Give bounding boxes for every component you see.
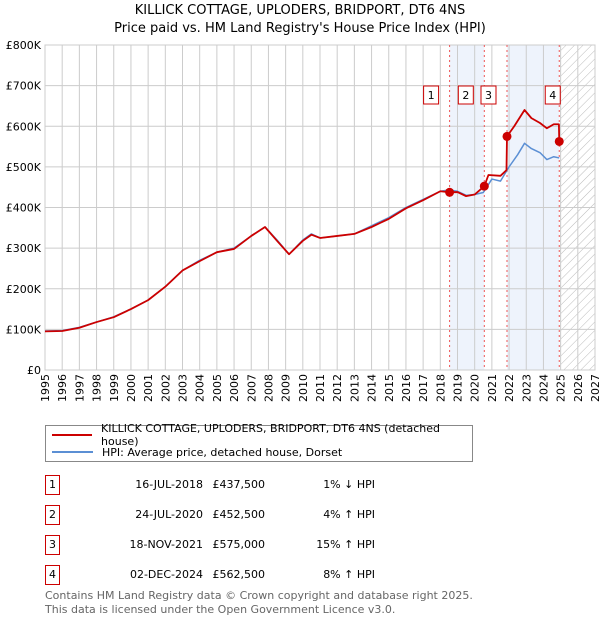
transaction-marker: 3 — [45, 535, 60, 555]
x-tick-label: 2005 — [211, 374, 224, 402]
x-tick-label: 2010 — [297, 374, 310, 402]
transaction-date: 02-DEC-2024 — [129, 568, 203, 581]
sale-marker-box — [457, 85, 474, 105]
transaction-date: 18-NOV-2021 — [129, 538, 203, 551]
transaction-marker: 2 — [45, 505, 60, 525]
legend: KILLICK COTTAGE, UPLODERS, BRIDPORT, DT6… — [45, 422, 473, 462]
transaction-row: 4 02-DEC-2024 £562,500 8% ↑ HPI — [45, 565, 475, 585]
y-tick-label: £500K — [6, 161, 42, 174]
x-tick-label: 2019 — [452, 374, 465, 402]
sale-marker-box — [423, 85, 440, 105]
y-tick-label: £400K — [6, 202, 42, 215]
plot-area: 1995 1996 1997 1998 1999 2000 2001 2002 2003 2004… — [6, 39, 600, 402]
footer: Contains HM Land Registry data © Crown c… — [45, 589, 473, 617]
transaction-hpi-diff: 1% ↓ HPI — [323, 478, 375, 491]
x-tick-label: 2006 — [228, 374, 241, 402]
transaction-row: 2 24-JUL-2020 £452,500 4% ↑ HPI — [45, 505, 475, 525]
x-tick-label: 2000 — [125, 374, 138, 402]
x-tick-label: 1998 — [91, 374, 104, 402]
x-tick-label: 2014 — [366, 374, 379, 402]
x-tick-label: 2002 — [159, 374, 172, 402]
x-tick-label: 2003 — [177, 374, 190, 402]
x-tick-label: 2024 — [537, 374, 550, 402]
transaction-row: 3 18-NOV-2021 £575,000 15% ↑ HPI — [45, 535, 475, 555]
transaction-price: £437,500 — [212, 478, 266, 491]
transaction-hpi-diff: 4% ↑ HPI — [323, 508, 375, 521]
sale-marker-box — [480, 85, 497, 105]
footer-line-1: Contains HM Land Registry data © Crown c… — [45, 589, 473, 602]
legend-property-swatch — [52, 434, 93, 436]
y-tick-label: £100K — [6, 323, 42, 336]
x-tick-label: 2027 — [589, 374, 600, 402]
x-tick-label: 2008 — [262, 374, 275, 402]
sale-point — [554, 136, 564, 146]
y-tick-label: £200K — [6, 283, 42, 296]
sale-marker-label: 2 — [462, 89, 469, 102]
x-tick-label: 2004 — [194, 374, 207, 402]
transaction-price: £452,500 — [212, 508, 266, 521]
transaction-marker: 4 — [45, 565, 60, 585]
sale-point — [502, 131, 512, 141]
x-tick-label: 2007 — [245, 374, 258, 402]
y-tick-label: £600K — [6, 120, 42, 133]
y-tick-label: £800K — [6, 39, 42, 52]
transaction-date: 16-JUL-2018 — [135, 478, 203, 491]
plot-frame — [44, 44, 596, 371]
y-tick-label: £0 — [27, 364, 41, 377]
sale-marker-box — [544, 85, 561, 105]
footer-line-2: This data is licensed under the Open Gov… — [45, 603, 396, 616]
legend-property-label: KILLICK COTTAGE, UPLODERS, BRIDPORT, DT6… — [101, 422, 441, 448]
x-tick-label: 2016 — [400, 374, 413, 402]
sale-point — [479, 181, 489, 191]
x-tick-label: 1996 — [56, 374, 69, 402]
sale-marker-label: 1 — [428, 89, 435, 102]
x-tick-label: 2025 — [555, 374, 568, 402]
x-tick-label: 2023 — [520, 374, 533, 402]
sale-marker-label: 3 — [485, 89, 492, 102]
transaction-row: 1 16-JUL-2018 £437,500 1% ↓ HPI — [45, 475, 475, 495]
x-tick-label: 2012 — [331, 374, 344, 402]
x-tick-label: 2018 — [434, 374, 447, 402]
x-tick-label: 2026 — [572, 374, 585, 402]
transaction-hpi-diff: 15% ↑ HPI — [316, 538, 375, 551]
x-tick-label: 2009 — [280, 374, 293, 402]
x-tick-label: 2022 — [503, 374, 516, 402]
transaction-price: £562,500 — [212, 568, 266, 581]
y-tick-label: £700K — [6, 80, 42, 93]
property-price-line — [44, 109, 561, 333]
x-tick-label: 1997 — [73, 374, 86, 402]
sale-marker-label: 4 — [549, 89, 556, 102]
x-tick-label: 2021 — [486, 374, 499, 402]
sale-point — [445, 187, 455, 197]
transaction-marker: 1 — [45, 475, 60, 495]
transaction-hpi-diff: 8% ↑ HPI — [323, 568, 375, 581]
x-tick-label: 2001 — [142, 374, 155, 402]
x-tick-label: 1999 — [108, 374, 121, 402]
legend-hpi-swatch — [52, 451, 93, 453]
x-tick-label: 2013 — [348, 374, 361, 402]
legend-hpi-label: HPI: Average price, detached house, Dors… — [102, 445, 343, 459]
x-tick-label: 1995 — [39, 374, 52, 402]
chart-title: KILLICK COTTAGE, UPLODERS, BRIDPORT, DT6… — [134, 3, 466, 18]
transaction-date: 24-JUL-2020 — [135, 508, 203, 521]
y-tick-label: £300K — [6, 242, 42, 255]
x-tick-label: 2011 — [314, 374, 327, 402]
chart-subtitle: Price paid vs. HM Land Registry's House … — [114, 21, 486, 36]
x-tick-label: 2015 — [383, 374, 396, 402]
transaction-price: £575,000 — [212, 538, 266, 551]
x-tick-label: 2017 — [417, 374, 430, 402]
x-tick-label: 2020 — [469, 374, 482, 402]
